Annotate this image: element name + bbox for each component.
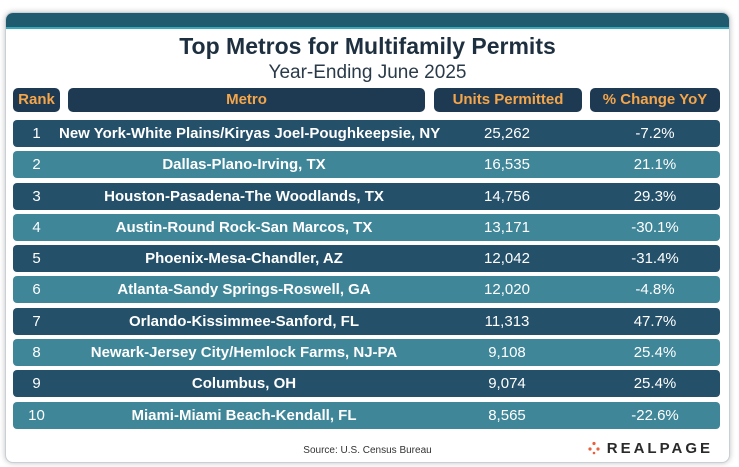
table-row: 8 Newark-Jersey City/Hemlock Farms, NJ-PA… [13, 339, 720, 367]
metro-cell: Newark-Jersey City/Hemlock Farms, NJ-PA [90, 344, 398, 362]
units-cell: 16,535 [484, 156, 530, 174]
change-cell: 25.4% [633, 375, 677, 393]
logo-text: REALPAGE [606, 439, 713, 457]
change-cell: 25.4% [633, 344, 677, 362]
units-cell: 8,565 [488, 406, 526, 424]
rank-cell: 7 [32, 312, 41, 330]
metro-cell: Orlando-Kissimmee-Sanford, FL [128, 312, 360, 330]
change-cell: 29.3% [633, 187, 677, 205]
column-header-change: % Change YoY [590, 88, 720, 112]
change-cell: -4.8% [635, 281, 675, 299]
table-row: 3 Houston-Pasadena-The Woodlands, TX 14,75… [13, 182, 720, 210]
metro-cell: New York-White Plains/Kiryas Joel-Poughk… [59, 125, 441, 142]
rank-cell: 9 [32, 375, 41, 393]
units-cell: 9,108 [488, 344, 526, 362]
table-row: 2 Dallas-Plano-Irving, TX 16,535 21.1% [13, 151, 720, 179]
realpage-logo: REALPAGE [587, 439, 713, 457]
change-cell: -31.4% [631, 250, 679, 268]
change-cell: 21.1% [633, 156, 677, 174]
table-row: 1 New York-White Plains/Kiryas Joel-Pough… [13, 120, 720, 147]
change-cell: -7.2% [635, 125, 675, 142]
table-body: 1 New York-White Plains/Kiryas Joel-Pough… [13, 120, 720, 433]
table-row: 4 Austin-Round Rock-San Marcos, TX 13,171 -… [13, 213, 720, 241]
column-header-units: Units Permitted [434, 88, 582, 112]
change-cell: 47.7% [633, 312, 677, 330]
table-row: 5 Phoenix-Mesa-Chandler, AZ 12,042 -31.4% [13, 245, 720, 273]
source-note: Source: U.S. Census Bureau [303, 445, 432, 456]
table-row: 10 Miami-Miami Beach-Kendall, FL 8,565 -22.… [13, 401, 720, 429]
column-header-metro: Metro [68, 88, 425, 112]
table-row: 6 Atlanta-Sandy Springs-Roswell, GA 12,020… [13, 276, 720, 304]
units-cell: 25,262 [484, 125, 530, 142]
rank-cell: 5 [32, 250, 41, 268]
units-cell: 14,756 [484, 187, 530, 205]
units-cell: 13,171 [484, 218, 530, 236]
rank-cell: 10 [28, 406, 45, 424]
units-cell: 11,313 [484, 312, 530, 330]
rank-cell: 6 [32, 281, 41, 299]
chart-title: Top Metros for Multifamily Permits [179, 33, 556, 59]
metro-cell: Columbus, OH [191, 375, 297, 393]
table-card: Top Metros for Multifamily Permits Year-… [5, 12, 730, 463]
rank-cell: 3 [32, 187, 41, 205]
rank-cell: 1 [32, 125, 41, 142]
realpage-dots-icon [588, 441, 600, 455]
metro-cell: Atlanta-Sandy Springs-Roswell, GA [117, 281, 371, 299]
metro-cell: Phoenix-Mesa-Chandler, AZ [145, 250, 343, 268]
units-cell: 9,074 [488, 375, 526, 393]
metro-cell: Miami-Miami Beach-Kendall, FL [131, 406, 357, 424]
rank-cell: 2 [32, 156, 41, 174]
units-cell: 12,042 [484, 250, 530, 268]
change-cell: -22.6% [631, 406, 679, 424]
metro-cell: Houston-Pasadena-The Woodlands, TX [104, 187, 384, 205]
rank-cell: 4 [32, 218, 41, 236]
change-cell: -30.1% [631, 218, 679, 236]
metro-cell: Austin-Round Rock-San Marcos, TX [115, 218, 373, 236]
chart-subtitle: Year-Ending June 2025 [268, 62, 467, 83]
metro-cell: Dallas-Plano-Irving, TX [162, 156, 326, 174]
column-header-rank: Rank [13, 88, 60, 112]
rank-cell: 8 [32, 344, 41, 362]
table-row: 7 Orlando-Kissimmee-Sanford, FL 11,313 47.7… [13, 307, 720, 335]
units-cell: 12,020 [484, 281, 530, 299]
table-row: 9 Columbus, OH 9,074 25.4% [13, 370, 720, 398]
accent-bar [6, 13, 729, 29]
